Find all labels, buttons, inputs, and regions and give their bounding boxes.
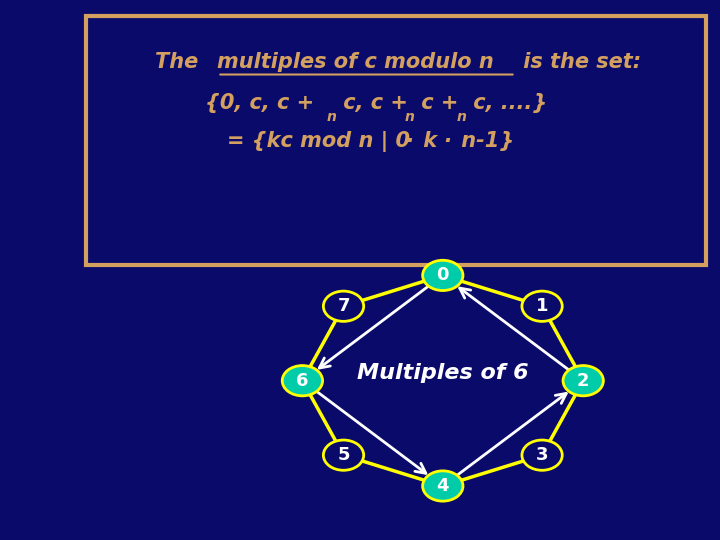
Text: {0, c, c +: {0, c, c + bbox=[205, 92, 315, 113]
Text: 7: 7 bbox=[337, 297, 350, 315]
Circle shape bbox=[323, 291, 364, 321]
Circle shape bbox=[563, 366, 603, 396]
Text: 1: 1 bbox=[536, 297, 549, 315]
Text: n: n bbox=[326, 110, 336, 124]
Text: n-1}: n-1} bbox=[454, 131, 514, 152]
Circle shape bbox=[522, 291, 562, 321]
Circle shape bbox=[282, 366, 323, 396]
Circle shape bbox=[323, 440, 364, 470]
Text: 2: 2 bbox=[577, 372, 590, 390]
Circle shape bbox=[423, 260, 463, 291]
Text: k: k bbox=[416, 131, 444, 152]
Text: c +: c + bbox=[414, 92, 459, 113]
Text: n: n bbox=[405, 110, 415, 124]
Text: ·: · bbox=[444, 131, 451, 152]
Text: The: The bbox=[155, 52, 205, 72]
Text: 6: 6 bbox=[296, 372, 309, 390]
Circle shape bbox=[423, 471, 463, 501]
Text: c, c +: c, c + bbox=[336, 92, 408, 113]
FancyBboxPatch shape bbox=[86, 16, 706, 265]
Text: multiples of c modulo n: multiples of c modulo n bbox=[217, 52, 494, 72]
Text: n: n bbox=[456, 110, 467, 124]
Text: c, ....}: c, ....} bbox=[466, 92, 547, 113]
Text: 4: 4 bbox=[436, 477, 449, 495]
Text: ·: · bbox=[405, 131, 413, 152]
Circle shape bbox=[522, 440, 562, 470]
Text: is the set:: is the set: bbox=[516, 52, 641, 72]
Text: = {kc mod n | 0: = {kc mod n | 0 bbox=[227, 131, 410, 152]
Text: 0: 0 bbox=[436, 266, 449, 285]
Text: 3: 3 bbox=[536, 446, 549, 464]
Text: 5: 5 bbox=[337, 446, 350, 464]
Text: Multiples of 6: Multiples of 6 bbox=[357, 362, 528, 383]
